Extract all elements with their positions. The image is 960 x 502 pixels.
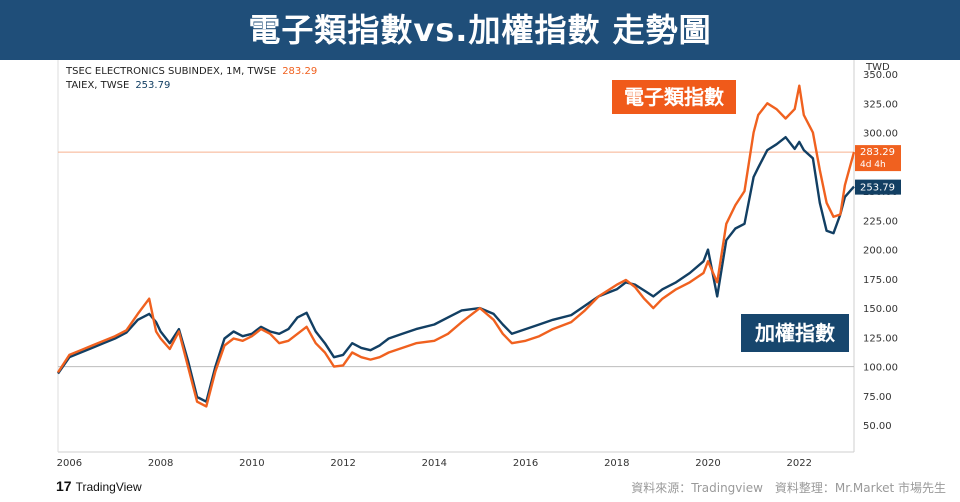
y-tick-label: 175.00 <box>863 275 898 286</box>
y-tick-label: 225.00 <box>863 216 898 227</box>
price-tag-electronics: 283.29 <box>860 147 895 158</box>
source-credit: 資料來源：Tradingview 資料整理：Mr.Market 市場先生 <box>631 481 946 495</box>
header-bar: 電子類指數vs.加權指數 走勢圖 <box>0 0 960 60</box>
x-tick-label: 2008 <box>148 458 173 469</box>
tradingview-name: TradingView <box>75 480 142 494</box>
x-tick-label: 2018 <box>604 458 629 469</box>
y-tick-label: 75.00 <box>863 392 892 403</box>
tradingview-brand: 17 TradingView <box>56 478 142 494</box>
y-tick-label: 100.00 <box>863 363 898 374</box>
axis-unit: TWD <box>866 62 890 73</box>
legend-taiex-value: 253.79 <box>135 80 171 91</box>
series-line-electronics <box>56 84 856 408</box>
legend-taiex: TAIEX, TWSE 253.79 <box>66 80 170 91</box>
series-line-taiex <box>57 135 855 403</box>
page-title: 電子類指數vs.加權指數 走勢圖 <box>248 11 712 49</box>
callout-taiex: 加權指數 <box>741 314 849 352</box>
x-tick-label: 2010 <box>239 458 264 469</box>
price-tag-taiex: 253.79 <box>860 183 895 194</box>
tradingview-logo: 17 <box>56 478 72 494</box>
x-tick-label: 2012 <box>330 458 355 469</box>
y-tick-label: 125.00 <box>863 333 898 344</box>
callout-electronics: 電子類指數 <box>612 80 736 114</box>
y-tick-label: 325.00 <box>863 99 898 110</box>
legend-electronics: TSEC ELECTRONICS SUBINDEX, 1M, TWSE 283.2… <box>66 66 317 77</box>
legend-electronics-value: 283.29 <box>282 66 318 77</box>
x-tick-label: 2016 <box>513 458 538 469</box>
x-tick-label: 2020 <box>695 458 720 469</box>
y-tick-label: 50.00 <box>863 421 892 432</box>
y-tick-label: 300.00 <box>863 129 898 140</box>
y-tick-label: 150.00 <box>863 304 898 315</box>
x-tick-label: 2014 <box>422 458 447 469</box>
y-tick-label: 350.00 <box>863 70 898 81</box>
price-tag-taiex-bg <box>855 179 901 195</box>
x-tick-label: 2006 <box>57 458 82 469</box>
y-tick-label: 200.00 <box>863 246 898 257</box>
price-tag-electronics-bg <box>855 145 901 172</box>
legend-electronics-name: TSEC ELECTRONICS SUBINDEX, 1M, TWSE <box>66 66 277 77</box>
legend-taiex-name: TAIEX, TWSE <box>66 80 130 91</box>
x-tick-label: 2022 <box>787 458 812 469</box>
price-tag-electronics-sub: 4d 4h <box>860 160 886 170</box>
